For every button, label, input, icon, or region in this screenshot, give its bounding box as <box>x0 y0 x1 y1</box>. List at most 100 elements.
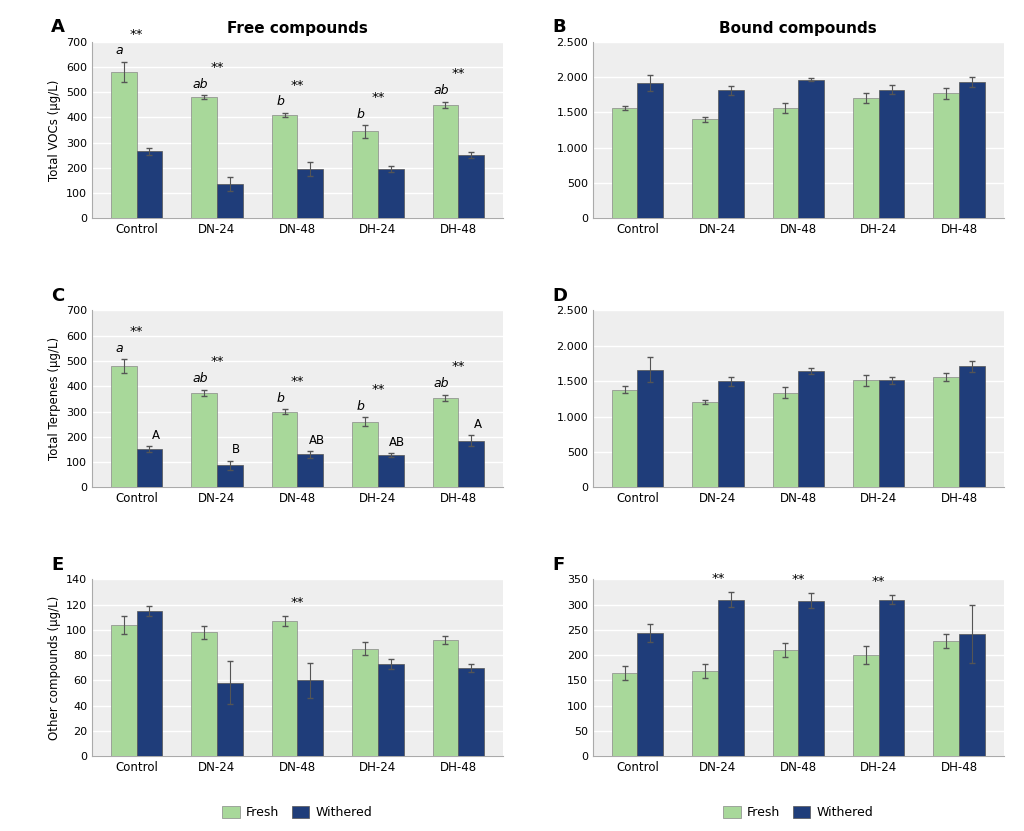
Bar <box>378 170 403 219</box>
Bar <box>111 625 136 756</box>
Bar <box>432 640 459 756</box>
Bar <box>217 465 243 487</box>
Text: **: ** <box>130 325 143 337</box>
Text: **: ** <box>210 356 223 368</box>
Bar <box>378 664 403 756</box>
Bar <box>136 611 162 756</box>
Bar <box>136 450 162 487</box>
Text: a: a <box>116 342 124 355</box>
Text: **: ** <box>371 383 385 396</box>
Text: ab: ab <box>433 377 450 391</box>
Text: b: b <box>276 392 285 405</box>
Text: C: C <box>51 288 65 305</box>
Bar <box>271 621 297 756</box>
Title: Free compounds: Free compounds <box>227 22 368 37</box>
Bar <box>853 98 879 219</box>
Text: **: ** <box>291 596 304 609</box>
Bar <box>136 151 162 219</box>
Bar <box>718 91 743 219</box>
Text: b: b <box>357 107 365 120</box>
Text: AB: AB <box>389 435 406 449</box>
Bar <box>772 650 799 756</box>
Bar <box>217 184 243 219</box>
Bar <box>378 455 403 487</box>
Text: D: D <box>552 288 567 305</box>
Text: **: ** <box>452 361 465 373</box>
Bar <box>959 82 985 219</box>
Text: **: ** <box>792 573 805 587</box>
Text: **: ** <box>371 91 385 104</box>
Bar <box>217 683 243 756</box>
Bar <box>637 83 664 219</box>
Y-axis label: Other compounds (μg/L): Other compounds (μg/L) <box>48 596 60 740</box>
Bar <box>799 601 824 756</box>
Legend: Fresh, Withered: Fresh, Withered <box>217 801 378 824</box>
Bar <box>459 155 484 219</box>
Text: **: ** <box>711 573 725 585</box>
Bar <box>959 366 985 487</box>
Text: B: B <box>232 443 241 456</box>
Bar <box>271 115 297 219</box>
Bar <box>297 681 324 756</box>
Bar <box>611 390 637 487</box>
Bar <box>352 131 378 219</box>
Text: B: B <box>552 18 565 37</box>
Text: **: ** <box>130 27 143 41</box>
Legend: Fresh, Withered: Fresh, Withered <box>718 801 879 824</box>
Bar <box>959 634 985 756</box>
Bar <box>111 71 136 219</box>
Text: AB: AB <box>308 434 325 447</box>
Bar <box>799 80 824 219</box>
Text: **: ** <box>210 61 223 74</box>
Bar <box>432 105 459 219</box>
Bar <box>459 440 484 487</box>
Text: ab: ab <box>193 78 208 91</box>
Text: b: b <box>276 96 285 108</box>
Bar <box>718 381 743 487</box>
Bar <box>692 120 718 219</box>
Bar <box>772 108 799 219</box>
Text: A: A <box>51 18 65 37</box>
Bar <box>191 632 217 756</box>
Y-axis label: Total Terpenes (μg/L): Total Terpenes (μg/L) <box>48 337 60 460</box>
Bar <box>934 93 959 219</box>
Text: ab: ab <box>193 372 208 385</box>
Bar <box>352 421 378 487</box>
Title: Bound compounds: Bound compounds <box>720 22 878 37</box>
Bar <box>718 599 743 756</box>
Bar <box>879 90 904 219</box>
Bar <box>637 633 664 756</box>
Bar <box>934 377 959 487</box>
Bar <box>191 97 217 219</box>
Bar <box>799 371 824 487</box>
Bar <box>879 381 904 487</box>
Bar <box>853 381 879 487</box>
Text: **: ** <box>291 79 304 91</box>
Bar <box>692 671 718 756</box>
Text: **: ** <box>291 376 304 388</box>
Text: ab: ab <box>433 84 450 97</box>
Bar <box>879 599 904 756</box>
Text: b: b <box>357 400 365 413</box>
Bar <box>271 411 297 487</box>
Bar <box>297 170 324 219</box>
Bar <box>934 641 959 756</box>
Bar <box>772 392 799 487</box>
Text: F: F <box>552 556 564 574</box>
Bar <box>297 455 324 487</box>
Text: **: ** <box>452 67 465 81</box>
Text: **: ** <box>872 575 886 588</box>
Bar <box>853 655 879 756</box>
Bar <box>611 673 637 756</box>
Bar <box>611 108 637 219</box>
Bar <box>459 668 484 756</box>
Bar <box>432 397 459 487</box>
Y-axis label: Total VOCs (μg/L): Total VOCs (μg/L) <box>48 79 60 180</box>
Text: A: A <box>473 418 481 430</box>
Text: A: A <box>152 429 160 442</box>
Bar <box>692 402 718 487</box>
Bar <box>637 370 664 487</box>
Bar <box>191 392 217 487</box>
Text: E: E <box>51 556 63 574</box>
Bar <box>352 649 378 756</box>
